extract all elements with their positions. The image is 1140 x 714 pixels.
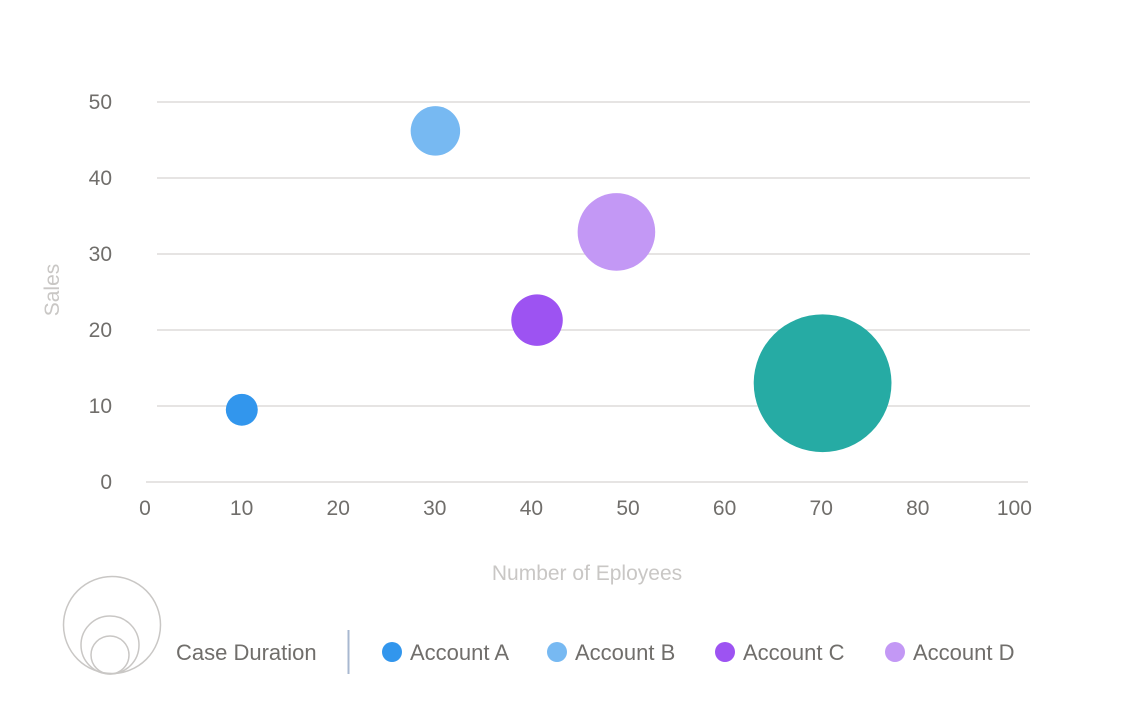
legend-label: Account B	[575, 640, 675, 665]
size-legend: Case Duration	[62, 575, 350, 675]
x-tick-label: 10	[230, 497, 253, 520]
legend-swatch	[547, 642, 567, 662]
x-tick-label: 20	[327, 497, 350, 520]
size-legend-circle-large	[62, 575, 162, 675]
legend-item[interactable]: Account B	[547, 640, 675, 665]
x-tick-label: 100	[997, 497, 1032, 520]
y-tick-label: 50	[89, 91, 112, 114]
bubbles	[225, 106, 892, 453]
y-tick-label: 40	[89, 167, 112, 190]
y-tick-label: 10	[89, 395, 112, 418]
x-tick-label: 50	[616, 497, 639, 520]
legend-swatch	[885, 642, 905, 662]
x-axis-ticks: 0 10 20 30 40 50 60 70 80 100	[139, 497, 1032, 520]
series-legend: Account A Account B Account C Account D	[382, 640, 1015, 665]
x-tick-label: 30	[423, 497, 446, 520]
size-legend-circle-medium	[80, 615, 140, 675]
x-tick-label: 80	[906, 497, 929, 520]
y-tick-label: 0	[100, 471, 112, 494]
x-tick-label: 40	[520, 497, 543, 520]
x-tick-label: 60	[713, 497, 736, 520]
bubble-account-a[interactable]	[225, 393, 258, 426]
x-tick-label: 70	[810, 497, 833, 520]
bubble-unlabeled[interactable]	[753, 314, 892, 453]
legend-label: Account A	[410, 640, 509, 665]
gridlines	[146, 101, 1030, 483]
legend-item[interactable]: Account D	[885, 640, 1015, 665]
bubble-account-b[interactable]	[410, 106, 461, 156]
y-tick-label: 20	[89, 319, 112, 342]
y-axis-title: Sales	[41, 264, 64, 317]
legend-label: Account D	[913, 640, 1015, 665]
bubble-account-d[interactable]	[577, 193, 656, 271]
legend-swatch	[382, 642, 402, 662]
x-axis-title: Number of Eployees	[492, 562, 682, 585]
legend-swatch	[715, 642, 735, 662]
y-tick-label: 30	[89, 243, 112, 266]
size-legend-label: Case Duration	[176, 640, 317, 665]
x-tick-label: 0	[139, 497, 151, 520]
legend-item[interactable]: Account C	[715, 640, 845, 665]
legend-label: Account C	[743, 640, 845, 665]
y-axis-ticks: 0 10 20 30 40 50	[89, 91, 112, 494]
size-legend-circle-small	[90, 635, 130, 675]
bubble-account-c[interactable]	[511, 294, 563, 346]
legend-item[interactable]: Account A	[382, 640, 509, 665]
